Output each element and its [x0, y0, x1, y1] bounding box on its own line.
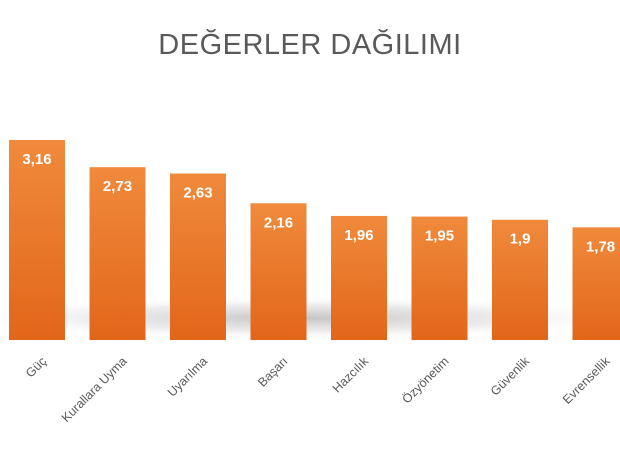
tick-label-guc: Güç [23, 354, 49, 380]
data-label-guvenlik: 1,9 [510, 231, 531, 248]
tick-label-hazcilik: Hazcılık [330, 354, 372, 396]
bar-hazcilik [331, 215, 387, 340]
category-labels-group: Güç Kurallara Uyma Uyarılma Başarı Hazcılık Ö… [23, 354, 613, 425]
bars-group [9, 139, 620, 340]
tick-label-ozyonetim: Özyönetim [399, 354, 451, 406]
bar-ozyonetim [411, 216, 468, 340]
data-label-ozyonetim: 1,95 [425, 228, 454, 245]
data-label-hazcilik: 1,96 [344, 227, 373, 244]
tick-label-guvenlik: Güvenlik [488, 354, 533, 399]
tick-label-evrensellik: Evrensellik [560, 354, 613, 407]
data-label-kurallara-uyma: 2,73 [103, 178, 132, 195]
data-label-uyarilma: 2,63 [183, 185, 212, 202]
data-label-guc: 3,16 [22, 151, 51, 168]
data-labels-group: 3,16 2,73 2,63 2,16 1,96 1,95 1,9 1,78 [22, 151, 615, 255]
bar-kurallara-uyma [89, 167, 146, 340]
data-label-basari: 2,16 [264, 214, 293, 231]
data-label-evrensellik: 1,78 [586, 238, 615, 255]
bar-evrensellik [572, 227, 620, 340]
bar-uyarilma [170, 173, 226, 340]
tick-label-basari: Başarı [255, 354, 290, 389]
tick-label-kurallara-uyma: Kurallara Uyma [59, 354, 130, 425]
chart-title: DEĞERLER DAĞILIMI [158, 28, 461, 61]
bar-guvenlik [492, 219, 548, 340]
tick-label-uyarilma: Uyarılma [165, 354, 210, 399]
bar-basari [250, 203, 307, 340]
bar-guc [9, 139, 65, 340]
